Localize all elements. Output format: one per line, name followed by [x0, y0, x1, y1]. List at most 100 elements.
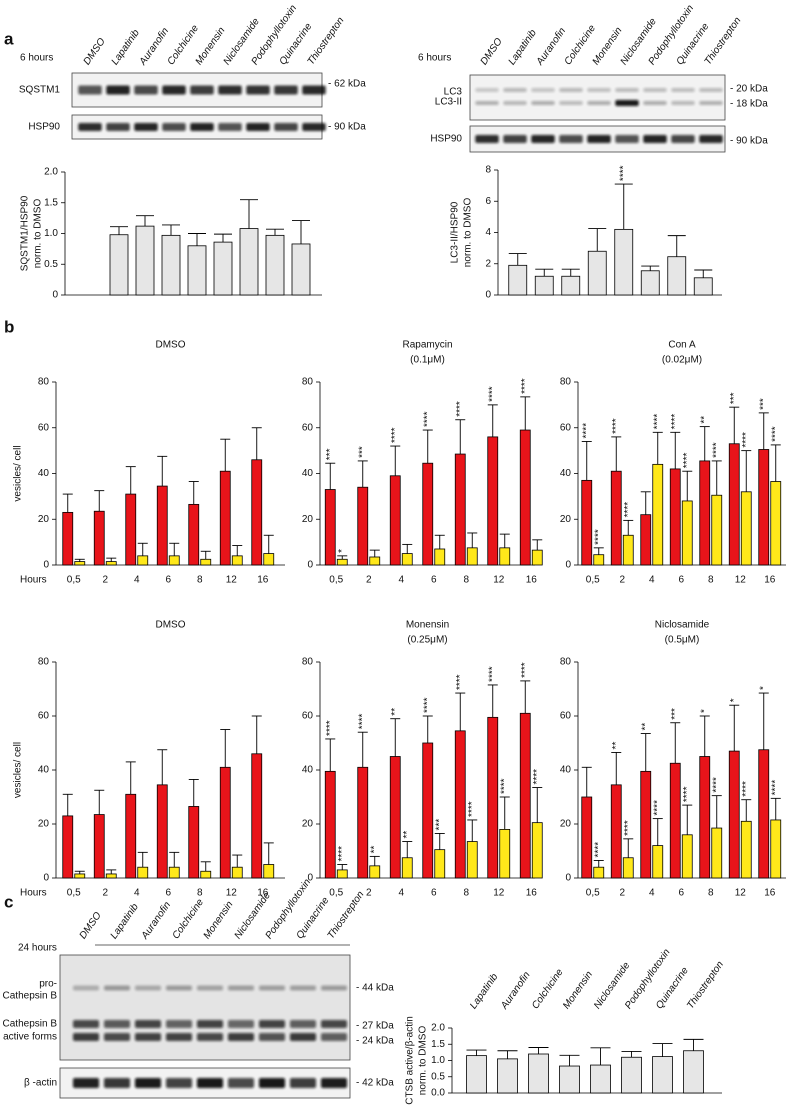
significance: *** — [434, 819, 445, 831]
blot-time: 6 hours — [418, 53, 451, 64]
blot-band — [320, 1033, 348, 1041]
bar — [590, 1064, 611, 1094]
blot-band — [162, 85, 186, 95]
bar — [74, 561, 86, 566]
significance: **** — [711, 777, 722, 793]
lane-label: DMSO — [479, 36, 505, 67]
significance: ** — [699, 416, 710, 424]
significance: **** — [390, 427, 401, 443]
significance: *** — [670, 708, 681, 720]
blot-band — [165, 985, 193, 991]
blot-band — [227, 1033, 255, 1041]
blot-band — [503, 88, 527, 92]
lane-label: Auranofin — [139, 900, 173, 943]
bar — [652, 463, 664, 566]
bar — [519, 712, 531, 879]
bar — [137, 555, 149, 566]
x-tick-label: Monensin — [561, 969, 595, 1011]
x-tick-label: 12 — [735, 888, 747, 899]
significance: **** — [487, 386, 498, 402]
bar — [531, 822, 543, 879]
blot-band — [615, 100, 639, 106]
blot-band — [196, 1033, 224, 1041]
blot-band — [78, 123, 102, 131]
x-tick-label: 6 — [165, 575, 171, 586]
chart-title: DMSO — [156, 340, 186, 351]
bar — [200, 558, 212, 566]
significance: **** — [770, 426, 781, 442]
bar — [728, 750, 740, 879]
chart-title: Rapamycin — [402, 340, 452, 351]
blot-band — [106, 85, 130, 95]
significance: ** — [640, 723, 651, 731]
y-tick-label: 0 — [43, 560, 49, 571]
blot-band — [475, 101, 499, 105]
y-tick-label: 40 — [560, 468, 572, 479]
y-tick-label: 0 — [307, 873, 313, 884]
x-tick-label: 12 — [226, 888, 238, 899]
bar — [434, 849, 446, 879]
blot-band — [162, 123, 186, 131]
y-axis-label: norm. to DMSO — [418, 1026, 429, 1096]
significance: **** — [682, 453, 693, 469]
bar — [357, 486, 369, 566]
bar — [669, 762, 681, 879]
x-tick-label: 8 — [197, 575, 203, 586]
bar — [640, 270, 660, 296]
bar — [699, 460, 711, 566]
bar — [640, 770, 652, 879]
blot-band — [289, 1078, 317, 1088]
y-tick-label: 20 — [38, 514, 50, 525]
bar — [621, 1056, 642, 1094]
x-tick-label: 16 — [257, 888, 269, 899]
bar — [109, 234, 129, 296]
blot-frame — [59, 954, 351, 1061]
bar — [711, 494, 723, 566]
significance: **** — [623, 502, 634, 518]
significance: **** — [770, 780, 781, 796]
bar — [401, 857, 413, 879]
bar — [219, 766, 231, 879]
bar — [610, 784, 622, 879]
blot-band — [615, 135, 639, 143]
x-tick-label: 16 — [257, 575, 269, 586]
x-tick-label: 12 — [493, 575, 505, 586]
bar — [125, 793, 137, 879]
blot-band — [320, 985, 348, 991]
size-marker: - 62 kDa — [328, 79, 366, 90]
y-tick-label: 40 — [38, 765, 50, 776]
significance: **** — [455, 674, 466, 690]
blot-band — [503, 101, 527, 105]
blot-frame — [469, 74, 726, 121]
x-tick-label: 8 — [463, 888, 469, 899]
y-tick-label: 80 — [560, 657, 572, 668]
y-tick-label: 0 — [307, 560, 313, 571]
y-tick-label: 0 — [43, 873, 49, 884]
significance: **** — [711, 442, 722, 458]
blot-band — [72, 985, 100, 991]
significance: **** — [741, 781, 752, 797]
blot-band — [190, 123, 214, 131]
bar — [251, 753, 263, 879]
bar — [652, 1056, 673, 1094]
bar — [231, 555, 243, 566]
bar — [711, 827, 723, 879]
blot-row-label: HSP90 — [430, 134, 462, 145]
y-tick-label: 20 — [302, 819, 314, 830]
y-tick-label: 1.0 — [44, 228, 58, 239]
blot-band — [671, 101, 695, 105]
x-tick-label: 4 — [649, 888, 655, 899]
y-tick-label: 40 — [302, 765, 314, 776]
blot-band — [699, 135, 723, 143]
bar — [219, 470, 231, 566]
significance: **** — [520, 662, 531, 678]
blot-band — [134, 1033, 162, 1041]
blot-band — [258, 1078, 286, 1088]
blot-band — [289, 1020, 317, 1028]
bar — [499, 829, 511, 879]
x-tick-label: 8 — [197, 888, 203, 899]
bar — [622, 857, 634, 879]
bar — [239, 228, 259, 296]
blot-row-label: LC3 — [444, 87, 463, 98]
significance: ** — [390, 708, 401, 716]
